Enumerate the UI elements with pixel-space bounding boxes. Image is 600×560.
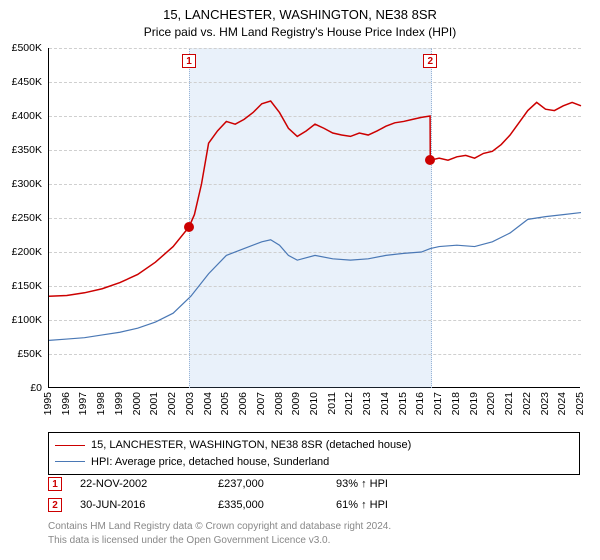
x-tick-label: 1996 [60,392,72,415]
x-tick-label: 2000 [131,392,143,415]
x-tick-label: 1998 [95,392,107,415]
attribution: Contains HM Land Registry data © Crown c… [48,520,580,547]
titles: 15, LANCHESTER, WASHINGTON, NE38 8SR Pri… [0,0,600,41]
x-tick-label: 2011 [326,392,338,415]
series-property [49,101,581,296]
sale-date: 30-JUN-2016 [80,495,200,516]
y-tick-label: £450K [0,76,42,88]
x-tick-label: 2002 [166,392,178,415]
x-tick-label: 2016 [414,392,426,415]
x-tick-label: 2020 [485,392,497,415]
x-tick-label: 2013 [361,392,373,415]
legend: 15, LANCHESTER, WASHINGTON, NE38 8SR (de… [48,432,580,475]
x-tick-label: 2003 [184,392,196,415]
x-tick-label: 2021 [503,392,515,415]
y-tick-label: £200K [0,246,42,258]
sale-marker-box: 2 [423,54,437,68]
sale-hpi-delta: 61% ↑ HPI [336,495,456,516]
x-tick-label: 2009 [290,392,302,415]
legend-swatch [55,445,85,446]
y-tick-label: £0 [0,382,42,394]
sale-hpi-delta: 93% ↑ HPI [336,474,456,495]
x-tick-label: 2004 [202,392,214,415]
sales-table: 1 22-NOV-2002 £237,000 93% ↑ HPI 2 30-JU… [48,474,580,516]
line-series-svg [49,48,581,388]
chart-title: 15, LANCHESTER, WASHINGTON, NE38 8SR [0,6,600,24]
plot-region: 12 [48,48,580,388]
x-tick-label: 2025 [574,392,586,415]
legend-label: HPI: Average price, detached house, Sund… [91,454,329,471]
x-tick-label: 2006 [237,392,249,415]
y-tick-label: £300K [0,178,42,190]
chart-area: 12 £0£50K£100K£150K£200K£250K£300K£350K£… [48,48,580,388]
legend-item-hpi: HPI: Average price, detached house, Sund… [55,454,573,471]
attribution-line: This data is licensed under the Open Gov… [48,534,580,548]
sale-row: 1 22-NOV-2002 £237,000 93% ↑ HPI [48,474,580,495]
x-tick-label: 1999 [113,392,125,415]
x-tick-label: 2019 [468,392,480,415]
y-tick-label: £350K [0,144,42,156]
sale-marker-icon: 2 [48,498,62,512]
chart-container: 15, LANCHESTER, WASHINGTON, NE38 8SR Pri… [0,0,600,560]
sale-dot-icon [184,222,194,232]
series-hpi [49,213,581,341]
sale-date: 22-NOV-2002 [80,474,200,495]
x-tick-label: 2008 [273,392,285,415]
chart-subtitle: Price paid vs. HM Land Registry's House … [0,24,600,41]
x-tick-label: 2022 [521,392,533,415]
y-tick-label: £250K [0,212,42,224]
attribution-line: Contains HM Land Registry data © Crown c… [48,520,580,534]
x-tick-label: 2024 [556,392,568,415]
sale-dot-icon [425,155,435,165]
sale-marker-box: 1 [182,54,196,68]
x-tick-label: 2015 [397,392,409,415]
y-tick-label: £500K [0,42,42,54]
x-tick-label: 1997 [77,392,89,415]
x-tick-label: 2010 [308,392,320,415]
x-tick-label: 2001 [148,392,160,415]
y-tick-label: £100K [0,314,42,326]
x-tick-label: 2018 [450,392,462,415]
y-tick-label: £50K [0,348,42,360]
x-tick-label: 2023 [539,392,551,415]
sale-row: 2 30-JUN-2016 £335,000 61% ↑ HPI [48,495,580,516]
sale-price: £335,000 [218,495,318,516]
legend-label: 15, LANCHESTER, WASHINGTON, NE38 8SR (de… [91,437,411,454]
sale-price: £237,000 [218,474,318,495]
legend-swatch [55,461,85,462]
x-tick-label: 2014 [379,392,391,415]
legend-item-property: 15, LANCHESTER, WASHINGTON, NE38 8SR (de… [55,437,573,454]
x-tick-label: 2012 [343,392,355,415]
x-tick-label: 2007 [255,392,267,415]
x-tick-label: 1995 [42,392,54,415]
x-tick-label: 2005 [219,392,231,415]
y-tick-label: £400K [0,110,42,122]
sale-marker-icon: 1 [48,477,62,491]
y-tick-label: £150K [0,280,42,292]
x-tick-label: 2017 [432,392,444,415]
